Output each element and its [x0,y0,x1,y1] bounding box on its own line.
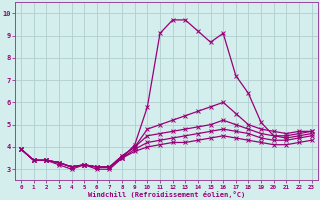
X-axis label: Windchill (Refroidissement éolien,°C): Windchill (Refroidissement éolien,°C) [88,191,245,198]
